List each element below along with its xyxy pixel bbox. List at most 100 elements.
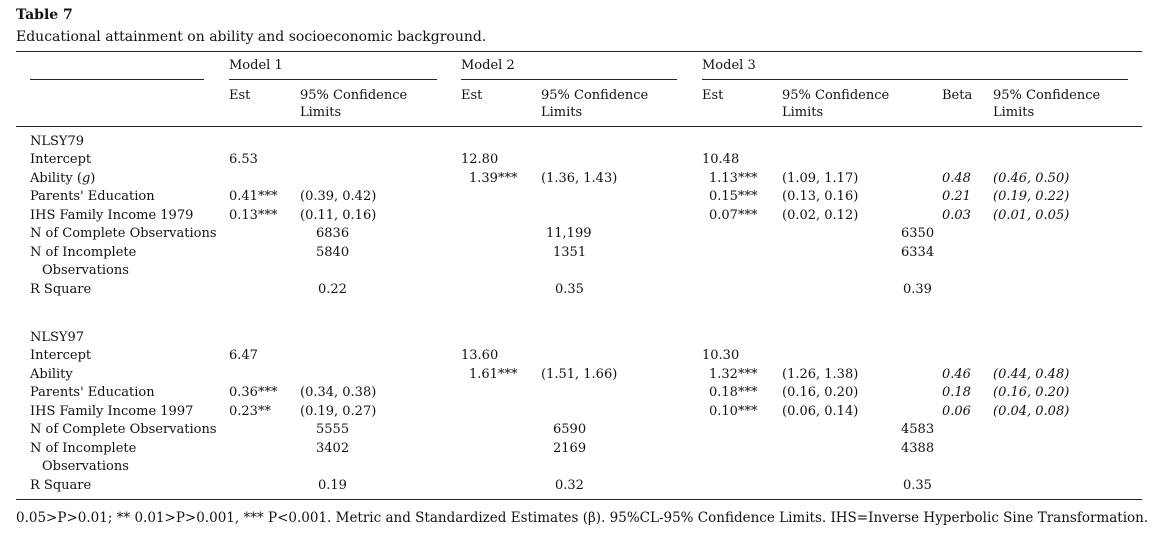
m2-incomplete-cell: 2169 (553, 441, 587, 456)
beta-ci-cell: (0.04, 0.08) (993, 404, 1070, 419)
row-label-text: Ability ( (30, 171, 82, 186)
row-label: Intercept (30, 348, 92, 363)
row-label: IHS Family Income 1979 (30, 208, 194, 223)
m2-complete-cell: 11,199 (546, 226, 592, 241)
beta-ci-header-2: Limits (993, 105, 1035, 120)
m3-est-cell: 0.15*** (709, 189, 758, 204)
model-1-header: Model 1 (229, 58, 283, 73)
beta-ci-cell: (0.01, 0.05) (993, 208, 1070, 223)
m1-est-cell: 0.13*** (229, 208, 278, 223)
model-1-rule (229, 79, 437, 80)
m3-est-cell: 1.32*** (709, 367, 758, 382)
model-3-header: Model 3 (702, 58, 756, 73)
row-label: Ability (g) (30, 171, 95, 187)
m2-est-cell: 13.60 (461, 348, 499, 363)
m3-complete-cell: 6350 (901, 226, 935, 241)
m2-ci-header-1: 95% Confidence (541, 88, 649, 103)
incomplete-obs-label-cont: Observations (42, 263, 129, 278)
beta-cell: 0.06 (942, 404, 971, 419)
row-label-tail: ) (90, 171, 96, 186)
beta-cell: 0.03 (942, 208, 971, 223)
m1-ci-header-1: 95% Confidence (300, 88, 408, 103)
section-label: NLSY79 (30, 134, 85, 149)
complete-obs-label: N of Complete Observations (30, 226, 217, 241)
row-label: Parents' Education (30, 385, 155, 400)
table-title: Table 7 (16, 7, 73, 23)
row-label: Intercept (30, 152, 92, 167)
beta-cell: 0.46 (942, 367, 971, 382)
m2-est-cell: 1.39*** (469, 171, 518, 186)
header-rule (16, 126, 1142, 127)
m1-est-cell: 0.23** (229, 404, 271, 419)
m1-est-cell: 6.53 (229, 152, 258, 167)
m3-est-cell: 10.48 (702, 152, 740, 167)
m1-incomplete-cell: 5840 (316, 245, 350, 260)
m1-est-cell: 6.47 (229, 348, 258, 363)
top-rule (16, 51, 1142, 52)
m2-est-cell: 1.61*** (469, 367, 518, 382)
complete-obs-label: N of Complete Observations (30, 422, 217, 437)
m1-rsq-cell: 0.19 (318, 478, 347, 493)
m1-complete-cell: 6836 (316, 226, 350, 241)
m1-est-cell: 0.41*** (229, 189, 278, 204)
m1-ci-cell: (0.11, 0.16) (300, 208, 377, 223)
bottom-rule (16, 499, 1142, 500)
row-label: IHS Family Income 1997 (30, 404, 194, 419)
m2-incomplete-cell: 1351 (553, 245, 587, 260)
m1-rsq-cell: 0.22 (318, 282, 347, 297)
m3-est-cell: 0.18*** (709, 385, 758, 400)
m2-est-cell: 12.80 (461, 152, 499, 167)
incomplete-obs-label-cont: Observations (42, 459, 129, 474)
beta-cell: 0.21 (942, 189, 971, 204)
m3-incomplete-cell: 4388 (901, 441, 935, 456)
m3-complete-cell: 4583 (901, 422, 935, 437)
m3-est-cell: 0.10*** (709, 404, 758, 419)
beta-ci-cell: (0.46, 0.50) (993, 171, 1070, 186)
rsq-label: R Square (30, 282, 92, 297)
m1-ci-cell: (0.19, 0.27) (300, 404, 377, 419)
m1-incomplete-cell: 3402 (316, 441, 350, 456)
m2-complete-cell: 6590 (553, 422, 587, 437)
m2-rsq-cell: 0.35 (555, 282, 584, 297)
m1-est-header: Est (229, 88, 251, 103)
m1-ci-cell: (0.34, 0.38) (300, 385, 377, 400)
m3-rsq-cell: 0.35 (903, 478, 932, 493)
m1-ci-cell: (0.39, 0.42) (300, 189, 377, 204)
m3-ci-cell: (0.13, 0.16) (782, 189, 859, 204)
m1-complete-cell: 5555 (316, 422, 350, 437)
m3-ci-cell: (1.26, 1.38) (782, 367, 859, 382)
m3-est-cell: 1.13*** (709, 171, 758, 186)
m3-ci-cell: (0.16, 0.20) (782, 385, 859, 400)
m3-est-cell: 0.07*** (709, 208, 758, 223)
m3-est-header: Est (702, 88, 724, 103)
m2-ci-header-2: Limits (541, 105, 583, 120)
incomplete-obs-label: N of Incomplete (30, 441, 137, 456)
row-label: Parents' Education (30, 189, 155, 204)
row-label-italic: g (81, 171, 91, 186)
m2-ci-cell: (1.36, 1.43) (541, 171, 618, 186)
stub-rule (30, 79, 204, 80)
incomplete-obs-label: N of Incomplete (30, 245, 137, 260)
beta-cell: 0.48 (942, 171, 971, 186)
m3-rsq-cell: 0.39 (903, 282, 932, 297)
model-2-rule (461, 79, 677, 80)
beta-header: Beta (942, 88, 973, 103)
m2-rsq-cell: 0.32 (555, 478, 584, 493)
beta-ci-cell: (0.19, 0.22) (993, 189, 1070, 204)
beta-ci-header-1: 95% Confidence (993, 88, 1101, 103)
m2-ci-cell: (1.51, 1.66) (541, 367, 618, 382)
m3-ci-cell: (0.06, 0.14) (782, 404, 859, 419)
model-2-header: Model 2 (461, 58, 515, 73)
table-footnote: 0.05>P>0.01; ** 0.01>P>0.001, *** P<0.00… (16, 510, 1149, 526)
m1-est-cell: 0.36*** (229, 385, 278, 400)
beta-ci-cell: (0.44, 0.48) (993, 367, 1070, 382)
row-label: Ability (30, 367, 73, 382)
section-label: NLSY97 (30, 330, 85, 345)
beta-ci-cell: (0.16, 0.20) (993, 385, 1070, 400)
m3-incomplete-cell: 6334 (901, 245, 935, 260)
beta-cell: 0.18 (942, 385, 971, 400)
m3-est-cell: 10.30 (702, 348, 740, 363)
m3-ci-cell: (0.02, 0.12) (782, 208, 859, 223)
table-caption: Educational attainment on ability and so… (16, 29, 487, 45)
m3-ci-header-1: 95% Confidence (782, 88, 890, 103)
